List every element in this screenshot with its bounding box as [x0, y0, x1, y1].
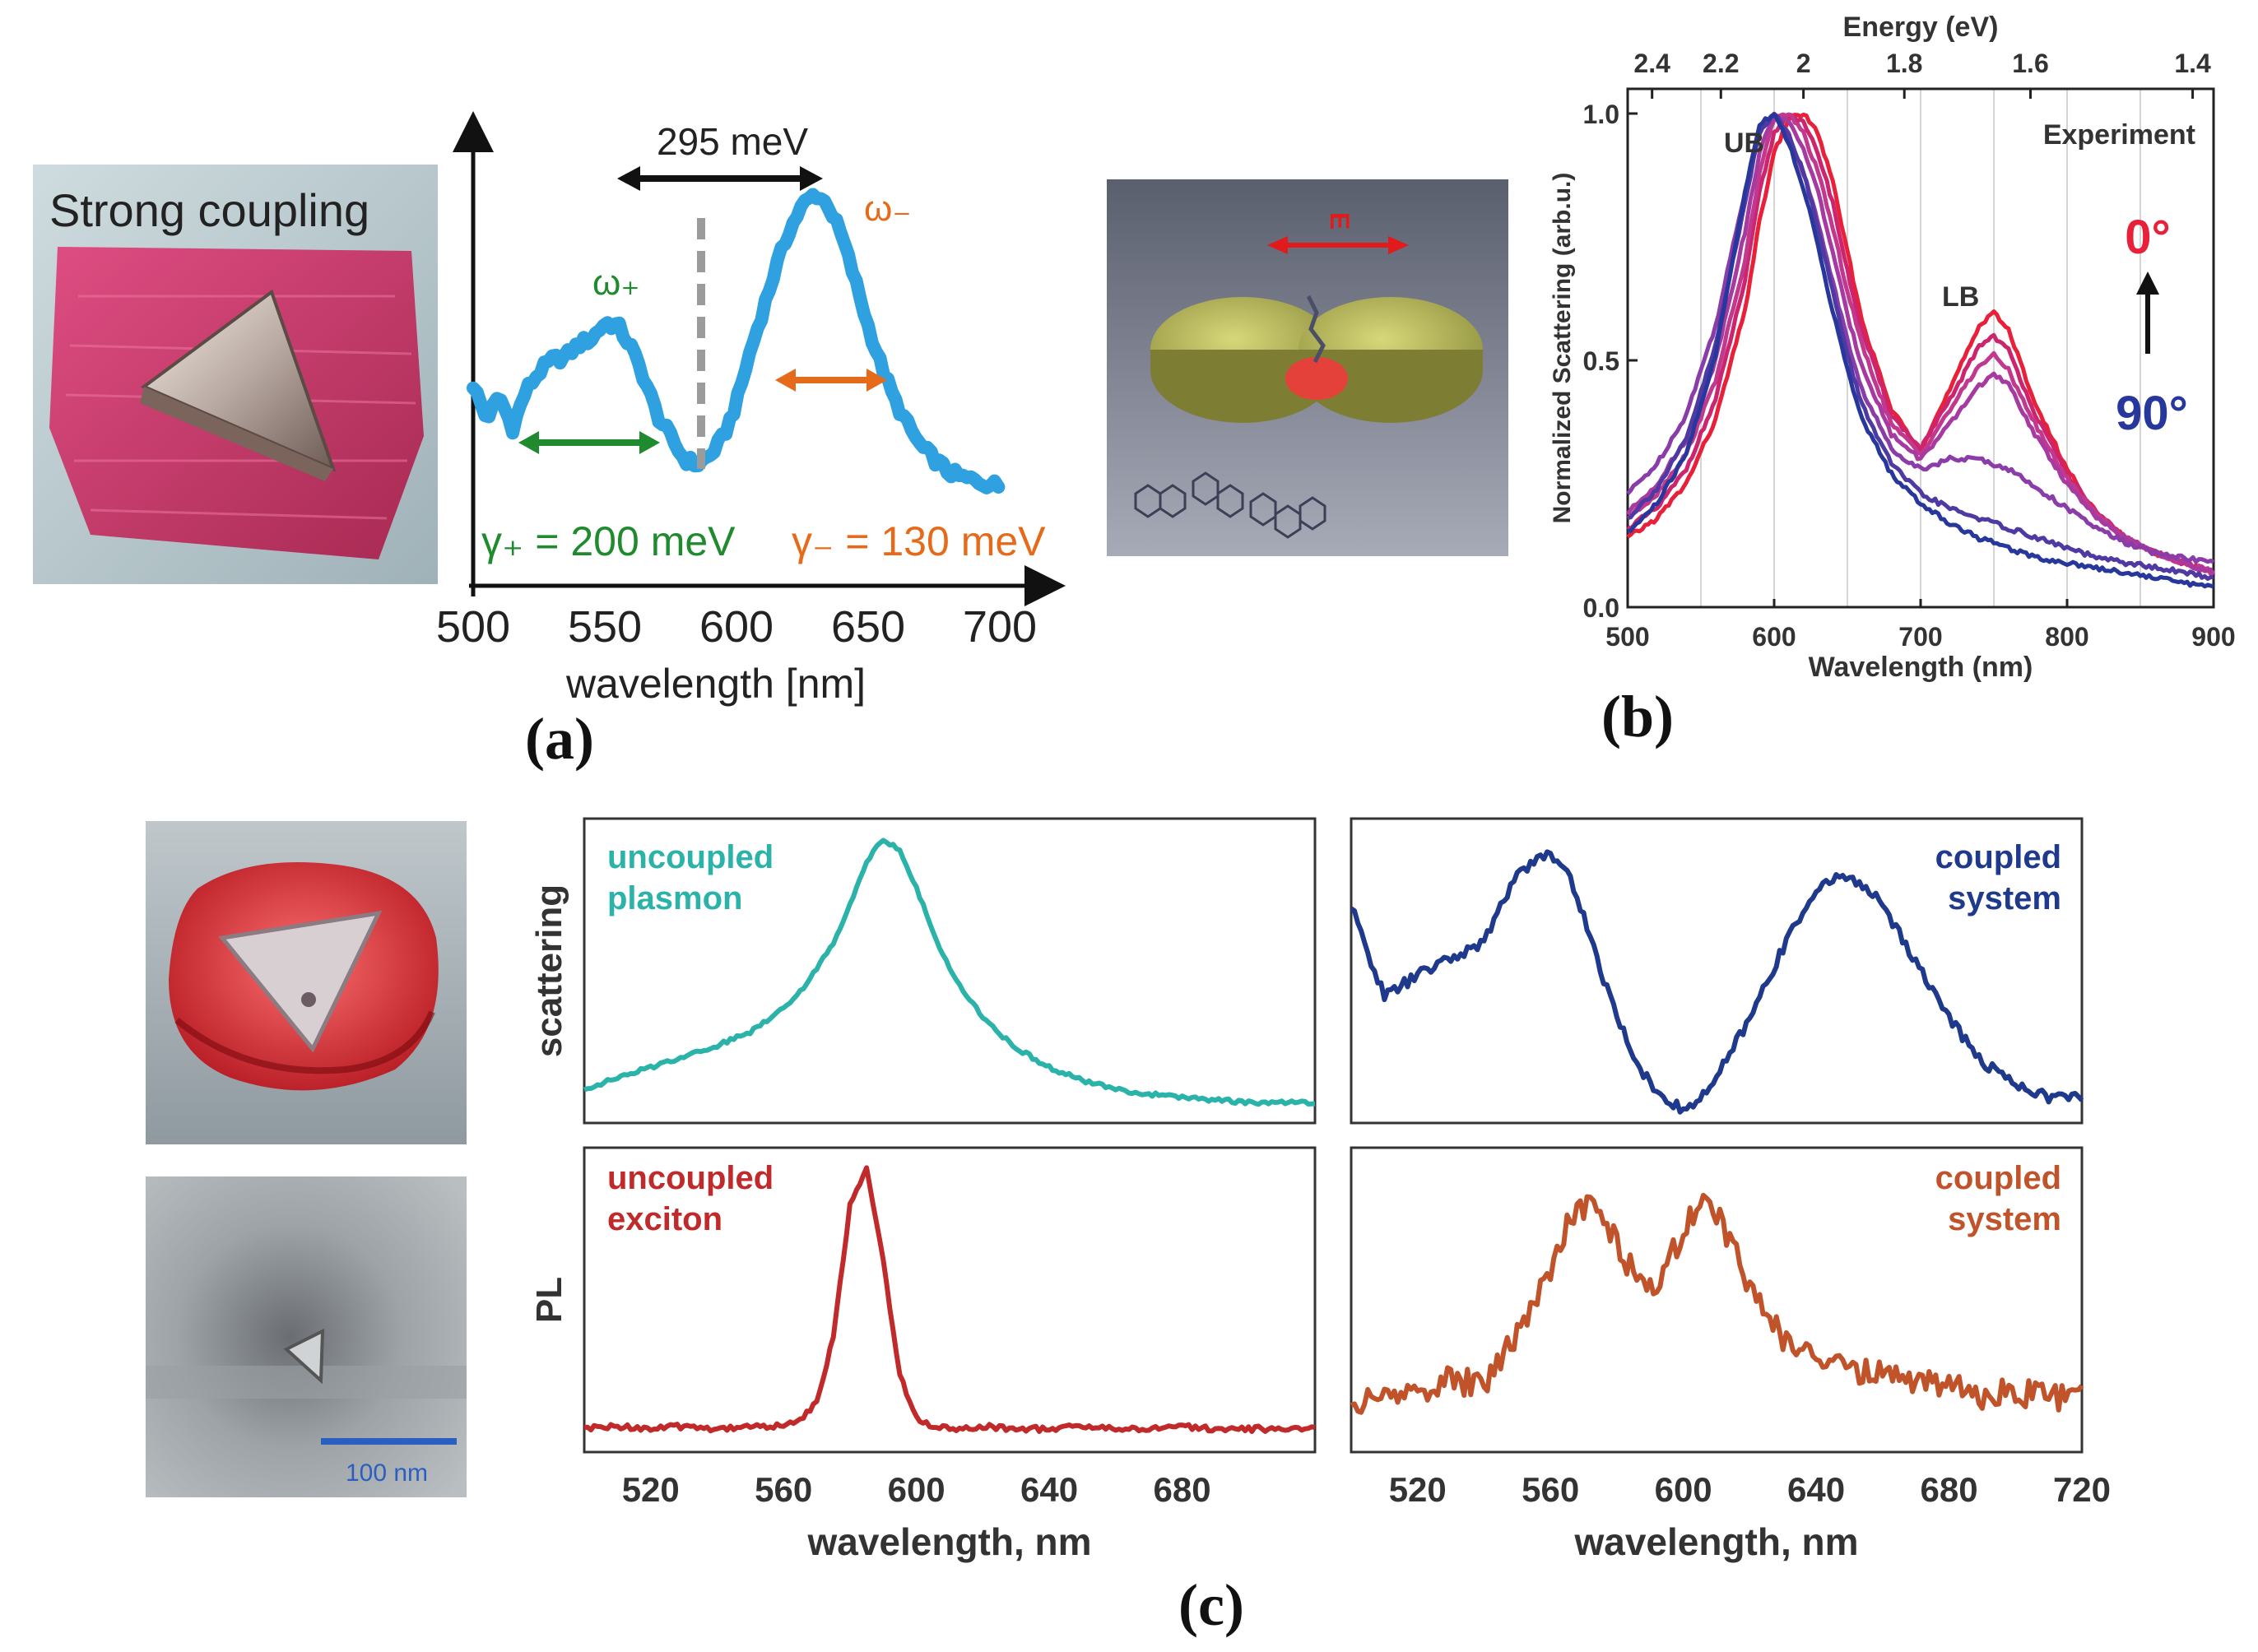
strong-coupling-illustration: Strong coupling — [33, 165, 438, 584]
dimer-illustration: E — [1107, 179, 1508, 556]
chart-b: 500 600 700 800 900 0.0 0.5 1.0 2.4 2.2 2 1.8 1.6 1.4… — [1549, 12, 2236, 683]
chart-a-x-tick: 650 — [831, 602, 905, 652]
chart-b-top-tick: 1.8 — [1886, 49, 1922, 78]
chart-c2-label-1: coupled — [1935, 839, 2061, 875]
lb-label: LB — [1942, 281, 1979, 313]
chart-c1-series-line — [583, 838, 1316, 1107]
chart-c1-label-1: uncoupled — [607, 839, 774, 875]
chart-a-x-tick: 700 — [963, 602, 1037, 652]
chart-b-top-tick: 2 — [1796, 49, 1811, 78]
chart-c-right-x-tick: 560 — [1522, 1470, 1579, 1509]
chart-c-left-x-tick: 640 — [1020, 1470, 1078, 1509]
chart-b-top-label: Energy (eV) — [1843, 12, 1999, 43]
chart-b-series-line — [1627, 112, 2214, 589]
chart-a-x-tick: 600 — [699, 602, 774, 652]
chart-c-right-x-tick: 640 — [1787, 1470, 1845, 1509]
chart-c3-label-2: exciton — [607, 1201, 722, 1237]
chart-c-left-x-tick: 520 — [622, 1470, 680, 1509]
chart-b-x-tick: 800 — [2045, 622, 2088, 652]
chart-b-top-tick: 1.4 — [2174, 49, 2211, 78]
panel-c: 100 nm 520 560 600 640 680 520 560 600 640 680 720… — [146, 817, 2111, 1638]
row-label-scattering: scattering — [529, 884, 569, 1057]
chart-b-y-tick: 0.0 — [1583, 593, 1619, 623]
coated-prism-illustration — [146, 821, 467, 1144]
chart-b-series-line — [1626, 113, 2215, 564]
chart-b-y-label: Normalized Scattering (arb.u.) — [1549, 173, 1576, 524]
row-label-pl: PL — [529, 1277, 569, 1323]
chart-b-y-tick: 1.0 — [1583, 100, 1619, 129]
chart-b-title: Experiment — [2043, 119, 2195, 151]
angle-0-label: 0° — [2125, 211, 2170, 264]
chart-c3-label-1: uncoupled — [607, 1160, 774, 1196]
chart-b-top-tick: 1.6 — [2012, 49, 2048, 78]
angle-90-label: 90° — [2116, 387, 2188, 440]
panel-label-b: (b) — [1601, 684, 1674, 749]
chart-c2-label-2: system — [1948, 880, 2061, 916]
chart-b-series-line — [1625, 111, 2216, 576]
chart-c4-label-1: coupled — [1935, 1160, 2061, 1196]
sem-image: 100 nm — [146, 1176, 467, 1497]
chart-c2-frame — [1350, 817, 2084, 1125]
chart-c-left-x-tick: 600 — [888, 1470, 945, 1509]
chart-c3-series-line — [583, 1165, 1316, 1434]
chart-a-x-tick: 550 — [568, 602, 642, 652]
chart-c-left-x-tick: 560 — [755, 1470, 812, 1509]
chart-b-x-tick: 700 — [1898, 622, 1942, 652]
angle-arrow-icon — [2136, 271, 2159, 354]
chart-c-right-x-tick: 720 — [2053, 1470, 2111, 1509]
chart-b-top-tick: 2.2 — [1703, 49, 1739, 78]
chart-c-left-x-tick: 680 — [1154, 1470, 1211, 1509]
chart-c4-label-2: system — [1948, 1201, 2061, 1237]
chart-a: 500 550 600 650 700 295 meV ω₊ ω₋ γ₊ = 200 — [436, 111, 1066, 707]
splitting-arrow — [617, 166, 823, 191]
strong-coupling-label: Strong coupling — [49, 184, 369, 236]
chart-c4-frame — [1350, 1146, 2084, 1454]
chart-c2-series-line — [1350, 849, 2084, 1115]
ub-label: UB — [1724, 128, 1764, 159]
chart-b-x-label: Wavelength (nm) — [1809, 652, 2033, 683]
field-label: E — [1325, 212, 1354, 230]
omega-minus-label: ω₋ — [864, 188, 912, 229]
chart-b-y-tick: 0.5 — [1583, 346, 1619, 376]
molecule-icon — [1134, 471, 1326, 539]
gamma-minus-arrow — [775, 369, 887, 392]
chart-a-x-tick: 500 — [436, 602, 510, 652]
chart-c4-series-line — [1350, 1192, 2084, 1415]
chart-c-left-x-label: wavelength, nm — [806, 1520, 1091, 1563]
chart-b-x-tick: 600 — [1752, 622, 1796, 652]
chart-c-right-x-tick: 600 — [1655, 1470, 1712, 1509]
chart-b-top-tick: 2.4 — [1633, 49, 1670, 78]
omega-plus-label: ω₊ — [592, 262, 640, 303]
chart-c3-frame — [583, 1146, 1317, 1454]
panel-label-a: (a) — [525, 706, 594, 772]
panel-b: E 500 600 700 800 900 0.0 0.5 1.0 2.4 2.2 2 1.8 1.6 1… — [1107, 12, 2236, 749]
chart-a-series-line — [467, 188, 1006, 494]
splitting-label: 295 meV — [657, 120, 808, 163]
panel-a: Strong coupling 500 550 600 650 700 295 meV — [33, 111, 1066, 772]
chart-b-x-tick: 900 — [2191, 622, 2235, 652]
chart-c: 520 560 600 640 680 520 560 600 640 680 720 uncoup… — [529, 817, 2111, 1563]
chart-c1-label-2: plasmon — [607, 880, 742, 916]
gamma-plus-label: γ₊ = 200 meV — [481, 518, 736, 564]
chart-b-x-tick: 500 — [1605, 622, 1649, 652]
chart-c-right-x-label: wavelength, nm — [1573, 1520, 1858, 1563]
panel-label-c: (c) — [1178, 1572, 1244, 1638]
chart-c-right-x-tick: 520 — [1389, 1470, 1447, 1509]
chart-c-right-x-tick: 680 — [1921, 1470, 1978, 1509]
chart-a-x-label: wavelength [nm] — [565, 661, 866, 707]
gamma-plus-arrow — [518, 431, 660, 454]
scale-bar-label: 100 nm — [346, 1459, 428, 1487]
gamma-minus-label: γ₋ = 130 meV — [792, 518, 1046, 564]
chart-c1-frame — [583, 817, 1317, 1125]
